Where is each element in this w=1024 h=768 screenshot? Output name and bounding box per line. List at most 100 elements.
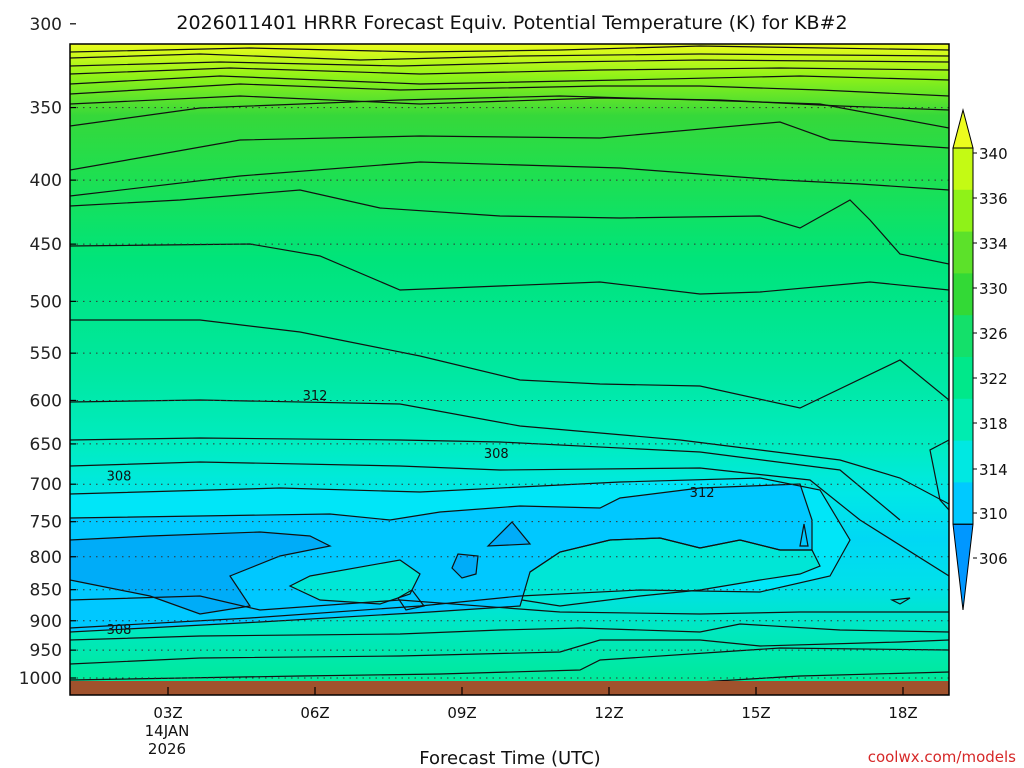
cold-pool-shading [70,484,812,632]
colorbar-frame [952,147,974,525]
colorbar-top-arrow [952,108,974,149]
colorbar-label: 340 [979,145,1008,163]
contour-lines [70,45,949,687]
contour-line [451,553,479,579]
y-tick-label: 400 [30,171,62,191]
y-tick-label: 650 [30,435,62,455]
contour-label: 308 [107,623,132,638]
contour-label-text: 308 [107,623,132,638]
y-tick-label: 300 [30,15,62,35]
y-tick-label: 950 [30,641,62,661]
colorbar-label: 336 [979,190,1008,208]
contour-line [799,523,809,547]
contour-label: 312 [690,486,715,501]
contour-line [929,439,949,511]
contour-line [70,83,949,97]
y-tick-label: 550 [30,344,62,364]
y-tick-label: 750 [30,513,62,533]
contour-line [70,59,949,67]
chart-title: 2026011401 HRRR Forecast Equiv. Potentia… [176,12,847,34]
contour-line [70,53,949,61]
y-tick-label: 450 [30,235,62,255]
colorbar-segment [953,398,973,442]
contour-line [70,623,949,641]
colorbar-label: 306 [979,550,1008,568]
x-axis: 03Z 06Z 09Z 12Z 15Z 18Z [153,687,918,722]
colorbar-segment [953,315,973,358]
contour-line [70,243,949,295]
contour-label: 308 [107,470,132,485]
colorbar-segment [953,189,973,233]
x-tick-label: 06Z [300,704,329,722]
contour-label: 312 [303,389,328,404]
contour-line [70,477,851,629]
contour-labels: 328324312308312308308 [107,389,715,638]
colorbar-segment [953,440,973,483]
colorbar-segment [953,482,973,525]
colorbar-label: 330 [979,280,1008,298]
contour-line [70,189,949,265]
colorbar-label: 318 [979,415,1008,433]
contour-line [521,537,821,607]
contour-line [397,589,426,611]
y-tick-label: 800 [30,548,62,568]
contour-line [70,95,949,111]
contour-line [70,67,949,75]
colorbar-label: 314 [979,461,1008,479]
colorbar-segment [953,231,973,274]
contour-line [70,461,949,577]
contour-line [70,161,949,197]
contour-label-text: 308 [107,470,132,485]
cold-core-shading [452,554,478,578]
contour-line [486,521,532,547]
contour-line [70,531,332,615]
y-tick-label: 700 [30,475,62,495]
contour-label-text: 312 [690,486,715,501]
colorbar-segment [953,273,973,316]
plot-frame [69,43,950,696]
warm-intrusion-shading [522,538,820,606]
x-axis-date-year: 2026 [148,740,186,758]
contour-line [70,437,901,521]
x-tick-label: 12Z [594,704,623,722]
x-tick-label: 09Z [447,704,476,722]
x-axis-label: Forecast Time (UTC) [419,748,600,768]
contour-line [70,75,949,85]
contour-line [889,597,911,605]
terrain-band [70,681,949,695]
x-tick-label: 15Z [741,704,770,722]
credit-text: coolwx.com/models [868,748,1016,766]
contour-line [70,45,949,53]
colorbar-label: 334 [979,235,1008,253]
colorbar-label: 310 [979,505,1008,523]
y-tick-label: 600 [30,391,62,411]
contour-line [70,639,949,665]
y-axis: 2503003504004505005506006507007508008509… [19,15,76,689]
cold-core-shading [488,522,530,546]
colorbar-label: 326 [979,325,1008,343]
y-tick-label: 850 [30,581,62,601]
contour-label: 308 [484,447,509,462]
colorbar-segment [953,357,973,400]
x-axis-date-day: 14JAN [145,722,190,740]
contour-line [70,319,949,409]
colorbar-segment [953,148,973,191]
contour-line [70,595,949,615]
cold-core-shading [70,532,330,614]
contour-line [70,647,949,681]
contour-label-text: 312 [303,389,328,404]
contour-label-text: 308 [484,447,509,462]
y-tick-label: 500 [30,292,62,312]
contour-line [288,559,421,605]
y-tick-label: 900 [30,612,62,632]
colorbar-bottom-arrow [952,523,974,611]
x-tick-label: 03Z [153,704,182,722]
colorbar: 306 310 314 318 322 326 330 334 336 340 [952,108,1008,611]
warm-intrusion-shading [290,560,420,604]
contour-line [70,121,949,171]
y-tick-label: 1000 [19,669,62,689]
x-tick-label: 18Z [888,704,917,722]
colorbar-label: 322 [979,370,1008,388]
plot-area: 328324312308312308308 [70,44,949,695]
